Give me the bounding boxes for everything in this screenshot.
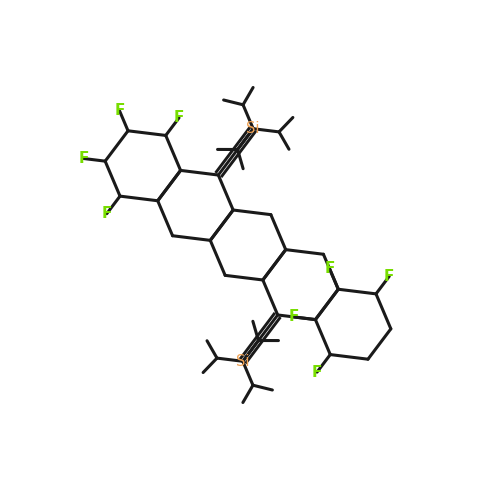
Text: F: F	[312, 364, 322, 380]
Text: F: F	[174, 110, 184, 126]
Text: Si: Si	[236, 354, 250, 369]
Text: F: F	[114, 103, 124, 118]
Text: F: F	[102, 206, 112, 221]
Text: F: F	[288, 310, 299, 324]
Text: F: F	[78, 151, 88, 166]
Text: F: F	[384, 269, 394, 284]
Text: Si: Si	[246, 121, 260, 136]
Text: F: F	[324, 262, 335, 276]
